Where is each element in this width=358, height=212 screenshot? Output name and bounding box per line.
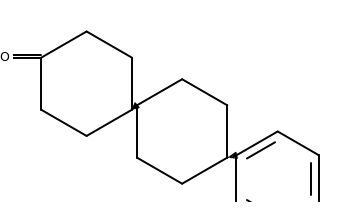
Text: O: O <box>0 51 9 64</box>
